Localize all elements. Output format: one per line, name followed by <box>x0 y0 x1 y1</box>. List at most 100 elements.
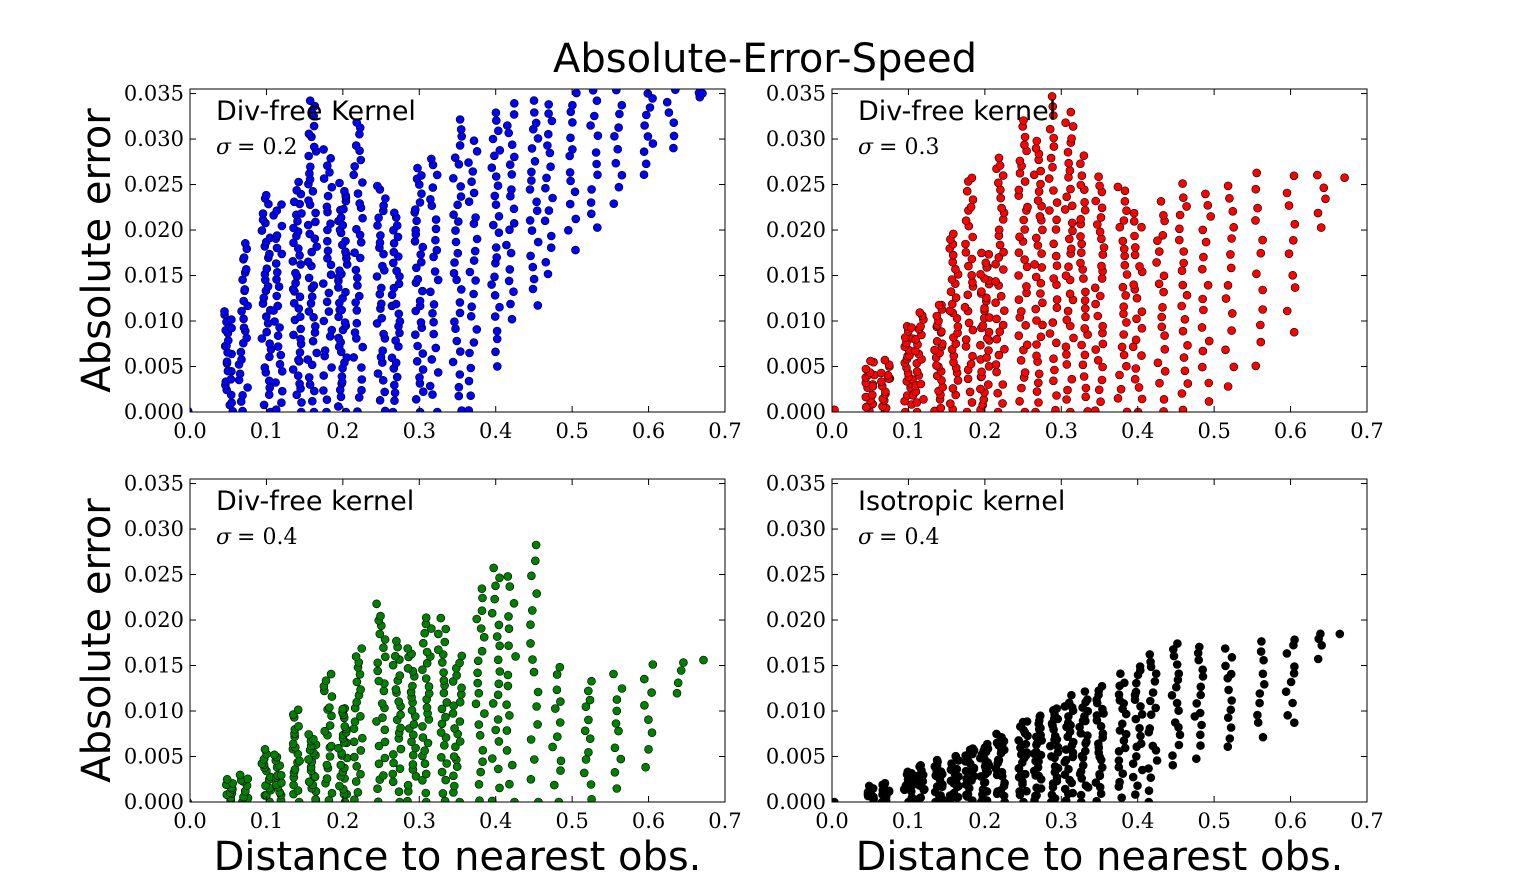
scatter-point <box>948 384 958 393</box>
scatter-point <box>390 388 400 398</box>
scatter-point <box>586 121 595 130</box>
scatter-point <box>492 362 502 371</box>
y-tick-label: 0.025 <box>766 173 826 197</box>
scatter-point <box>237 306 246 316</box>
scatter-point <box>1116 384 1126 394</box>
scatter-point <box>469 136 479 145</box>
scatter-point <box>1290 635 1299 645</box>
scatter-point <box>326 154 336 163</box>
scatter-point <box>1198 346 1208 356</box>
scatter-point <box>911 334 921 344</box>
scatter-point <box>411 394 421 404</box>
scatter-point <box>422 703 432 712</box>
scatter-point <box>469 338 479 347</box>
scatter-point <box>615 109 624 119</box>
scatter-point <box>1282 188 1292 198</box>
scatter-point <box>374 213 383 223</box>
scatter-point <box>540 216 550 226</box>
scatter-point <box>1017 383 1026 393</box>
scatter-point <box>471 213 480 222</box>
scatter-point <box>488 699 498 708</box>
y-tick-label: 0.000 <box>766 400 826 424</box>
scatter-point <box>1015 232 1024 242</box>
scatter-point <box>1159 394 1169 404</box>
figure-title: Absolute-Error-Speed <box>553 36 977 82</box>
scatter-point <box>1067 244 1076 254</box>
scatter-point <box>357 363 366 372</box>
scatter-point <box>388 750 398 759</box>
scatter-point <box>341 407 351 412</box>
scatter-point <box>1175 730 1185 740</box>
scatter-point <box>338 704 348 714</box>
scatter-point <box>1158 231 1168 240</box>
scatter-point <box>1014 185 1024 195</box>
scatter-point <box>932 336 942 346</box>
scatter-point <box>415 296 425 306</box>
scatter-point <box>272 291 282 301</box>
scatter-point <box>571 245 580 255</box>
scatter-point <box>643 132 653 141</box>
scatter-point <box>491 108 501 117</box>
scatter-point <box>477 646 487 656</box>
scatter-point <box>1150 677 1160 686</box>
scatter-point <box>1034 187 1044 196</box>
scatter-point <box>1116 669 1125 679</box>
scatter-point <box>1252 168 1261 178</box>
scatter-point <box>612 89 621 95</box>
scatter-point <box>456 285 466 294</box>
scatter-point <box>967 398 977 407</box>
scatter-point <box>312 348 322 358</box>
scatter-point <box>1081 392 1090 402</box>
scatter-point <box>324 307 334 316</box>
scatter-point <box>953 376 963 385</box>
x-tick-label: 0.3 <box>403 809 436 833</box>
scatter-point <box>455 308 465 318</box>
scatter-point <box>472 234 482 244</box>
scatter-point <box>305 229 315 239</box>
y-tick-label: 0.015 <box>766 264 826 288</box>
scatter-point <box>403 796 412 802</box>
scatter-point <box>277 366 287 376</box>
scatter-point <box>641 159 651 169</box>
scatter-point <box>1170 718 1180 727</box>
scatter-point <box>880 778 890 788</box>
y-tick-label: 0.025 <box>124 173 184 197</box>
scatter-point <box>548 193 557 203</box>
scatter-point <box>983 380 993 389</box>
scatter-point <box>1052 295 1062 304</box>
scatter-point <box>311 217 320 227</box>
scatter-point <box>421 613 431 623</box>
y-tick-label: 0.020 <box>124 608 184 632</box>
scatter-point <box>1078 360 1088 370</box>
scatter-point <box>610 767 620 777</box>
scatter-point <box>994 153 1004 163</box>
scatter-point <box>504 128 514 138</box>
scatter-point <box>1046 741 1055 751</box>
scatter-point <box>426 287 435 297</box>
scatter-point <box>439 668 448 677</box>
scatter-point <box>1178 179 1187 188</box>
scatter-point <box>669 143 678 153</box>
scatter-point <box>1281 687 1291 697</box>
scatter-point <box>427 355 437 364</box>
scatter-point <box>1032 387 1042 396</box>
scatter-point <box>273 342 283 351</box>
scatter-point <box>1119 302 1128 312</box>
scatter-point <box>492 334 502 344</box>
scatter-point <box>1063 147 1073 157</box>
scatter-point <box>1090 406 1100 412</box>
scatter-point <box>380 737 390 747</box>
scatter-point <box>394 697 404 706</box>
y-tick-label: 0.000 <box>124 400 184 424</box>
scatter-point <box>1145 724 1155 733</box>
scatter-point <box>1258 669 1268 679</box>
scatter-point <box>1178 405 1188 412</box>
scatter-point <box>1061 271 1071 281</box>
scatter-point <box>416 318 426 327</box>
scatter-point <box>1083 695 1092 704</box>
x-tick-label: 0.2 <box>968 419 1001 443</box>
y-axis-label: Absolute error <box>74 498 120 783</box>
y-tick-label: 0.005 <box>124 745 184 769</box>
scatter-point <box>377 313 387 323</box>
scatter-point <box>528 655 537 664</box>
